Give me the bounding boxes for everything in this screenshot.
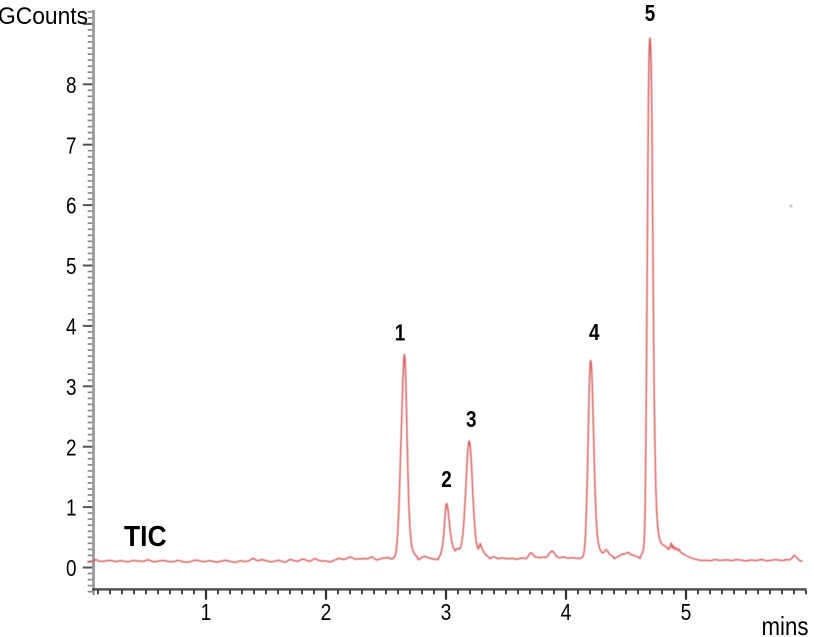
svg-text:5: 5: [645, 0, 656, 26]
svg-text:1: 1: [395, 320, 406, 346]
svg-text:3: 3: [441, 599, 452, 625]
svg-text:2: 2: [66, 434, 77, 460]
svg-text:mins: mins: [762, 611, 809, 637]
svg-text:6: 6: [66, 193, 77, 219]
svg-text:3: 3: [66, 374, 77, 400]
svg-text:TIC: TIC: [124, 521, 167, 553]
svg-text:5: 5: [681, 599, 692, 625]
svg-text:5: 5: [66, 253, 77, 279]
svg-text:2: 2: [441, 466, 452, 492]
svg-text:8: 8: [66, 72, 77, 98]
svg-text:4: 4: [589, 319, 600, 345]
svg-text:1: 1: [66, 495, 77, 521]
svg-text:0: 0: [66, 555, 77, 581]
svg-text:4: 4: [66, 314, 77, 340]
svg-text:GCounts: GCounts: [0, 3, 88, 30]
svg-text:4: 4: [561, 599, 572, 625]
svg-text:7: 7: [66, 132, 77, 158]
svg-text:1: 1: [201, 599, 212, 625]
svg-text:2: 2: [321, 599, 332, 625]
svg-text:3: 3: [466, 406, 477, 432]
